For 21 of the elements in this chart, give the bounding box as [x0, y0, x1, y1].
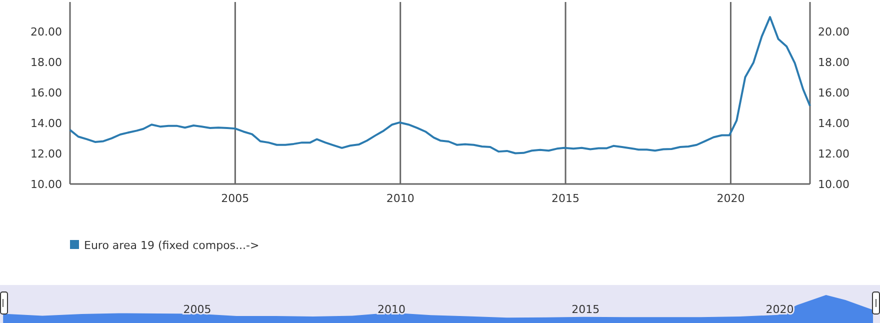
- line-series: [69, 16, 811, 154]
- x-tick-label: 2010: [377, 303, 406, 316]
- y2-tick-label: 14.00: [818, 116, 850, 130]
- legend-label: Euro area 19 (fixed compos...->: [84, 238, 260, 252]
- x-tick-label: 2010: [386, 192, 414, 205]
- x-tick-label: 2005: [221, 192, 250, 205]
- y-tick-label: 18.00: [30, 56, 62, 70]
- y-tick-label: 10.00: [30, 178, 62, 191]
- y2-tick-label: 12.00: [818, 147, 850, 160]
- y2-tick-label: 10.00: [818, 178, 850, 191]
- y-tick-label: 12.00: [30, 147, 62, 160]
- y2-tick-label: 18.00: [818, 56, 850, 70]
- y-tick-label: 16.00: [30, 86, 62, 100]
- y2-tick-label: 16.00: [818, 86, 850, 100]
- y-tick-label: 14.00: [30, 116, 62, 130]
- y-tick-label: 20.00: [30, 26, 62, 39]
- x-tick-label: 2015: [552, 192, 580, 205]
- y2-tick-label: 20.00: [818, 26, 850, 39]
- x-tick-label: 2015: [572, 303, 600, 316]
- x-tick-label: 2020: [716, 192, 745, 205]
- x-tick-label: 2005: [183, 303, 212, 316]
